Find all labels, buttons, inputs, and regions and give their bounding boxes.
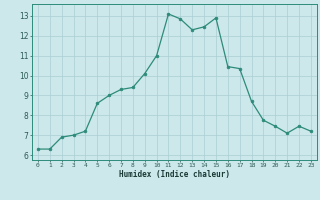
X-axis label: Humidex (Indice chaleur): Humidex (Indice chaleur) bbox=[119, 170, 230, 179]
